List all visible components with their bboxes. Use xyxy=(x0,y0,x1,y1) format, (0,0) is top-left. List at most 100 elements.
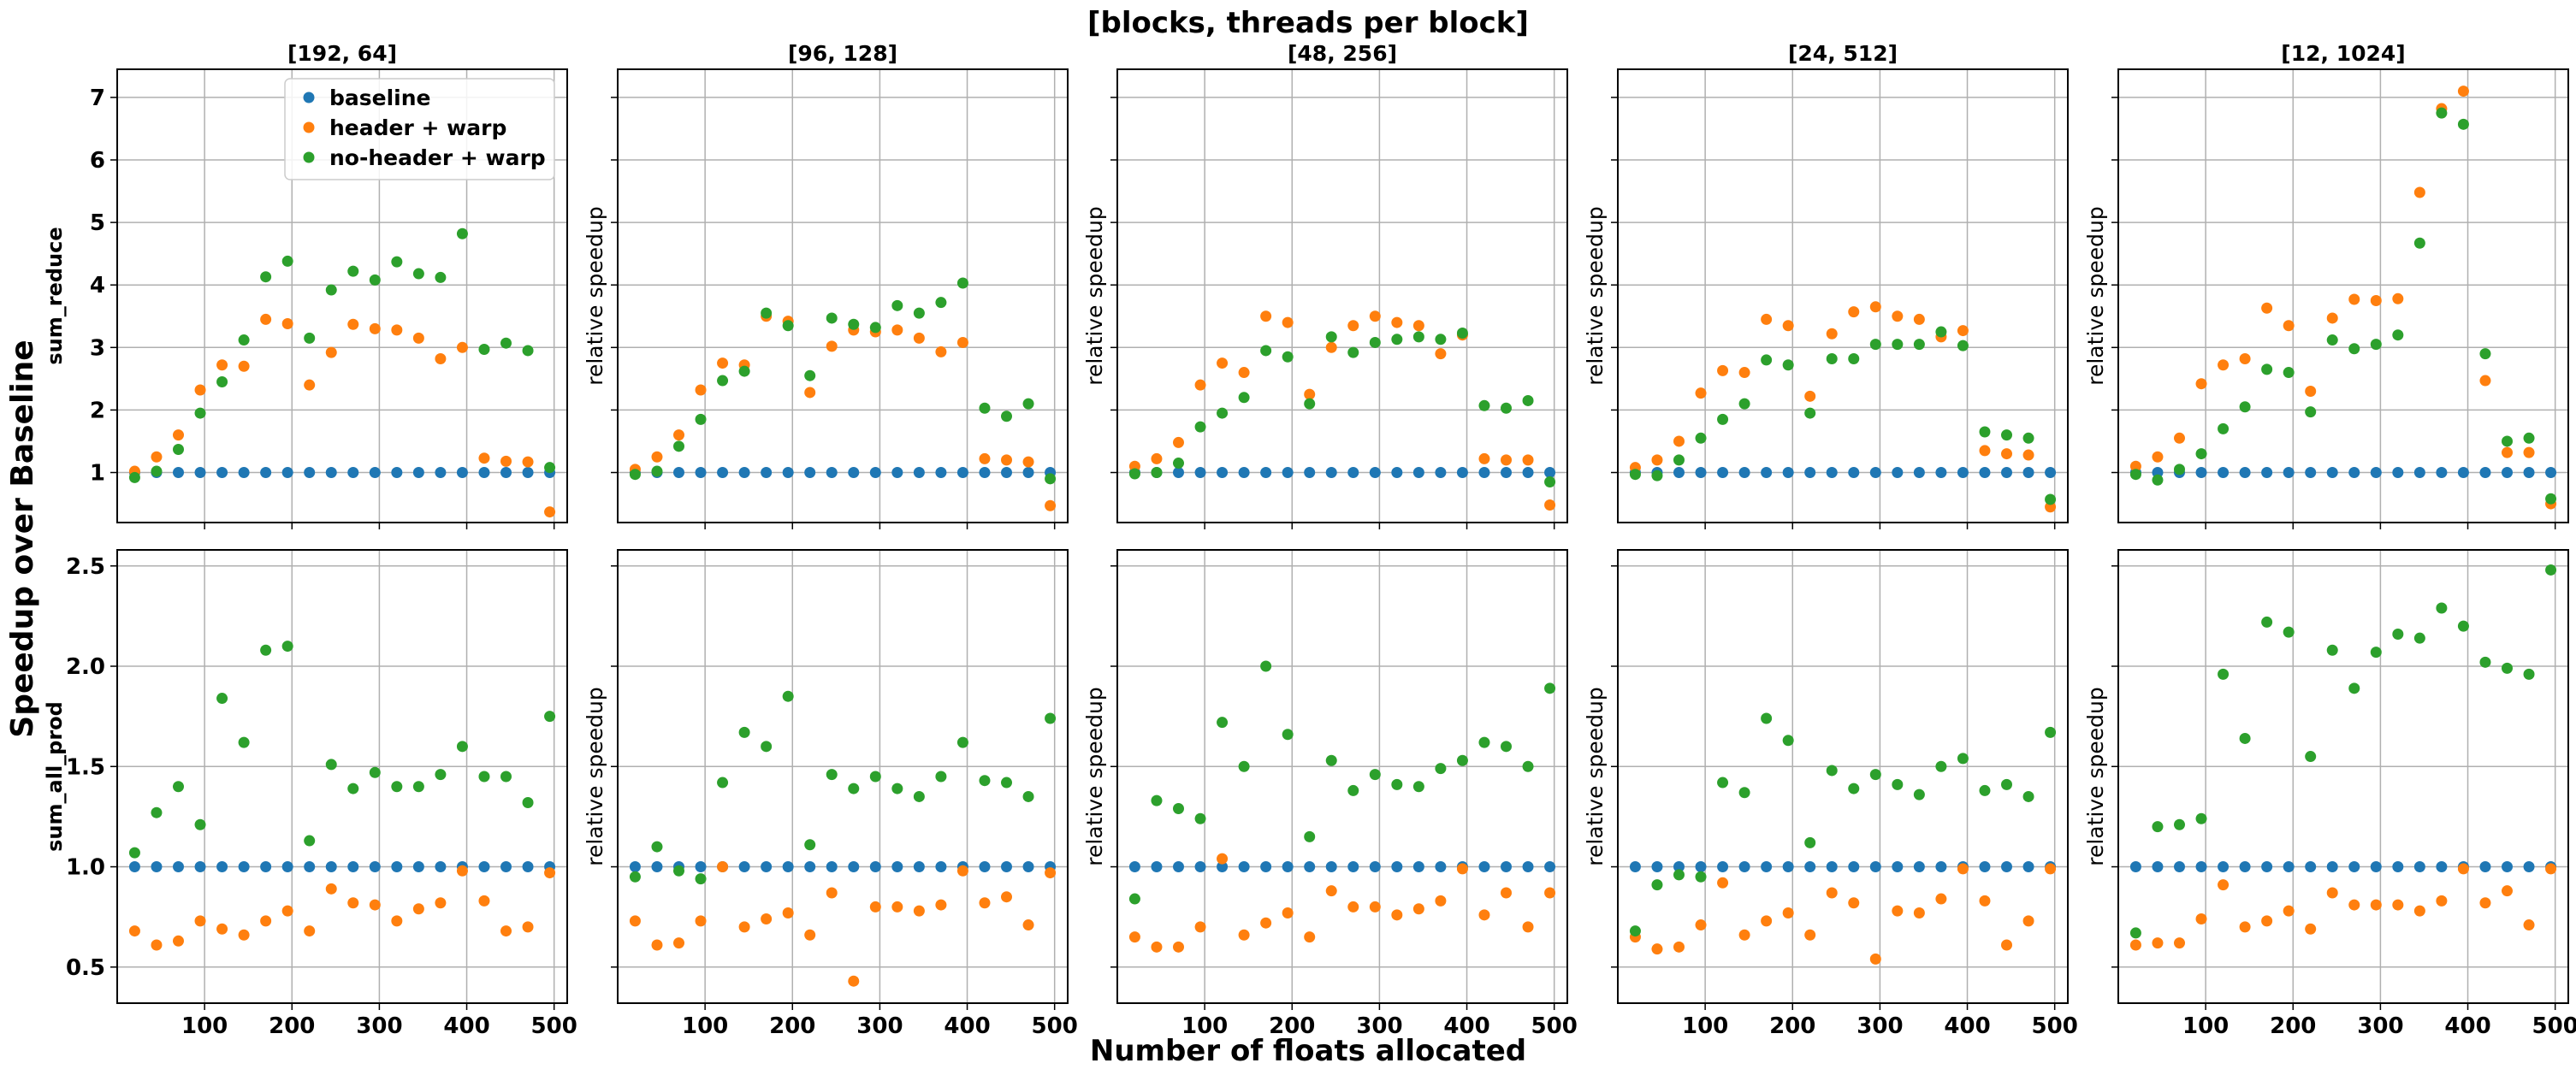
point-baseline xyxy=(128,861,140,873)
point-baseline xyxy=(1325,467,1337,479)
point-noheader-warp xyxy=(1217,717,1229,729)
point-noheader-warp xyxy=(412,268,424,280)
point-noheader-warp xyxy=(761,307,773,319)
point-header-warp xyxy=(804,387,816,399)
point-header-warp xyxy=(1194,379,1206,391)
point-noheader-warp xyxy=(2129,469,2141,481)
point-header-warp xyxy=(1826,887,1838,899)
point-baseline xyxy=(1478,861,1490,873)
point-noheader-warp xyxy=(1001,411,1013,422)
point-header-warp xyxy=(347,318,359,330)
point-noheader-warp xyxy=(2129,927,2141,939)
point-baseline xyxy=(2348,861,2360,873)
point-noheader-warp xyxy=(478,344,490,356)
point-header-warp xyxy=(1194,921,1206,933)
point-noheader-warp xyxy=(695,413,707,425)
point-noheader-warp xyxy=(1957,340,1969,351)
point-noheader-warp xyxy=(935,297,947,309)
point-header-warp xyxy=(2195,378,2207,390)
point-noheader-warp xyxy=(1128,468,1140,480)
point-baseline xyxy=(1282,861,1294,873)
point-noheader-warp xyxy=(1238,760,1250,772)
axes-frame xyxy=(2117,549,2569,1004)
point-header-warp xyxy=(2239,352,2251,364)
point-noheader-warp xyxy=(782,690,794,702)
point-noheader-warp xyxy=(1260,660,1272,672)
point-noheader-warp xyxy=(478,771,490,783)
point-header-warp xyxy=(629,915,641,927)
legend-box xyxy=(284,78,555,180)
x-tick-label: 500 xyxy=(1032,1013,1078,1039)
point-noheader-warp xyxy=(1869,339,1881,351)
point-header-warp xyxy=(935,346,947,357)
point-baseline xyxy=(804,861,816,873)
point-baseline xyxy=(1260,861,1272,873)
y-tick-label: 1.5 xyxy=(66,754,105,780)
point-noheader-warp xyxy=(695,873,707,885)
point-noheader-warp xyxy=(2545,564,2557,576)
point-header-warp xyxy=(2022,915,2034,927)
point-baseline xyxy=(1913,467,1925,479)
y-tick-label: 2.5 xyxy=(66,554,105,580)
point-noheader-warp xyxy=(1544,682,1556,694)
point-baseline xyxy=(412,467,424,479)
point-noheader-warp xyxy=(194,407,206,419)
figure-xlabel: Number of floats allocated xyxy=(1090,1034,1526,1068)
point-header-warp xyxy=(2239,921,2251,933)
point-header-warp xyxy=(1848,897,1860,909)
point-noheader-warp xyxy=(1412,781,1424,793)
point-header-warp xyxy=(1717,364,1729,376)
point-header-warp xyxy=(1369,310,1381,322)
point-header-warp xyxy=(2283,905,2295,917)
point-baseline xyxy=(1957,467,1969,479)
point-noheader-warp xyxy=(1172,803,1184,815)
x-tick-label: 400 xyxy=(2444,1013,2490,1039)
point-noheader-warp xyxy=(2261,616,2273,628)
point-header-warp xyxy=(1869,953,1881,965)
point-baseline xyxy=(325,467,337,479)
point-baseline xyxy=(1347,861,1359,873)
point-baseline xyxy=(979,861,991,873)
point-header-warp xyxy=(412,332,424,344)
point-header-warp xyxy=(216,359,228,371)
point-header-warp xyxy=(2413,905,2425,917)
point-header-warp xyxy=(1869,301,1881,313)
point-header-warp xyxy=(1804,390,1816,402)
point-header-warp xyxy=(2173,432,2185,444)
point-header-warp xyxy=(1913,907,1925,918)
axes-frame xyxy=(1617,549,2069,1004)
column-title: [192, 64] xyxy=(287,41,397,66)
x-tick-label: 200 xyxy=(2270,1013,2316,1039)
point-header-warp xyxy=(2479,375,2491,387)
point-header-warp xyxy=(260,915,272,927)
point-baseline xyxy=(2261,861,2273,873)
row-label: sum_all_prod xyxy=(43,701,67,852)
point-baseline xyxy=(391,861,403,873)
point-noheader-warp xyxy=(216,376,228,388)
point-header-warp xyxy=(1260,917,1272,929)
x-tick-label: 300 xyxy=(1356,1013,1402,1039)
point-header-warp xyxy=(1695,387,1707,399)
point-noheader-warp xyxy=(1194,812,1206,824)
point-header-warp xyxy=(1391,316,1403,328)
axes-frame xyxy=(2117,68,2569,523)
point-baseline xyxy=(956,467,968,479)
point-header-warp xyxy=(1435,895,1447,907)
point-header-warp xyxy=(672,937,684,949)
point-header-warp xyxy=(412,903,424,915)
point-noheader-warp xyxy=(1478,399,1490,411)
point-noheader-warp xyxy=(544,462,556,474)
point-noheader-warp xyxy=(2001,778,2013,790)
point-header-warp xyxy=(2457,86,2469,97)
point-header-warp xyxy=(1369,901,1381,913)
point-header-warp xyxy=(500,925,512,937)
point-noheader-warp xyxy=(1913,339,1925,351)
point-noheader-warp xyxy=(1501,741,1513,753)
point-baseline xyxy=(2173,861,2185,873)
point-baseline xyxy=(1544,861,1556,873)
point-baseline xyxy=(2523,861,2535,873)
point-noheader-warp xyxy=(1544,475,1556,487)
y-tick-label: 3 xyxy=(90,335,105,361)
y-tick-label: 7 xyxy=(90,86,105,111)
point-header-warp xyxy=(1045,499,1057,511)
